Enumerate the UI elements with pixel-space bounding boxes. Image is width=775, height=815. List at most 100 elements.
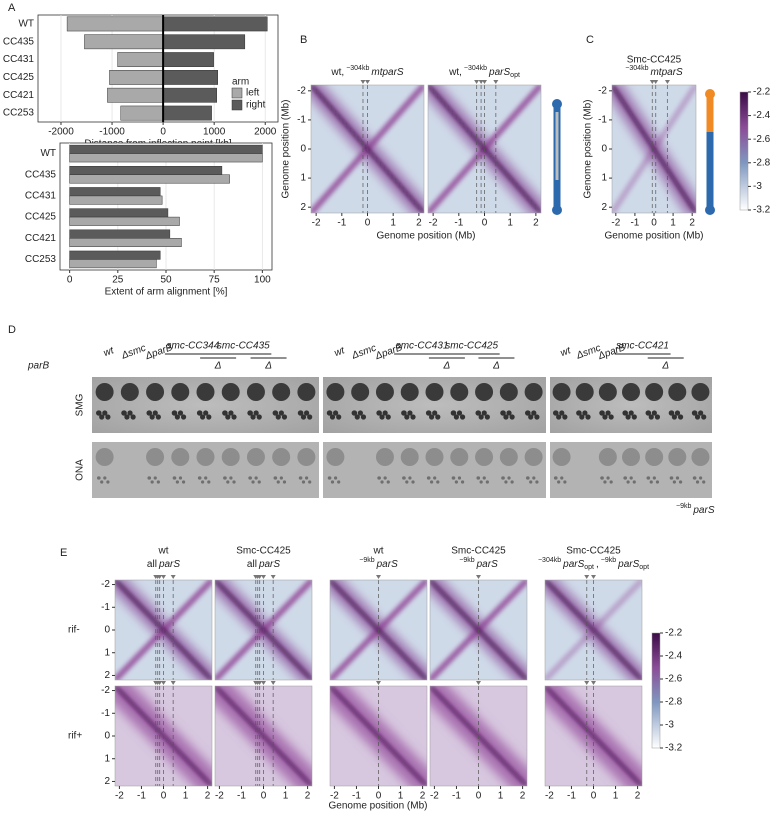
y-tick-label: CC425 — [3, 72, 35, 83]
heatmap-frame — [429, 579, 528, 681]
bar — [120, 105, 164, 121]
colony — [150, 480, 154, 484]
colony — [282, 480, 287, 484]
parB-label: parB — [27, 361, 49, 372]
site-marker — [170, 575, 176, 579]
x-tick-label: 1 — [498, 791, 504, 802]
colony — [510, 480, 514, 484]
spot — [691, 448, 710, 466]
legend-swatch — [231, 99, 243, 111]
site-marker — [649, 80, 655, 84]
y-tick-label: 1 — [104, 647, 110, 658]
strain-label: smc-CC431 — [396, 341, 449, 352]
colony — [383, 476, 387, 480]
colony — [106, 480, 110, 484]
colony — [405, 480, 409, 484]
colony — [149, 414, 155, 420]
bar — [69, 144, 263, 154]
colony — [127, 410, 133, 416]
text-part: parS — [562, 559, 584, 570]
colony — [675, 476, 680, 480]
bar — [69, 216, 180, 226]
colony — [99, 414, 105, 420]
spot — [425, 448, 444, 466]
x-tick-label: -1 — [137, 791, 146, 802]
colony — [559, 410, 565, 416]
site-marker — [261, 681, 266, 685]
colorbar-label: -2.6 — [665, 674, 683, 685]
colony — [201, 480, 205, 484]
colony — [532, 476, 536, 480]
column-title: Smc-CC425 — [566, 546, 621, 557]
map-title: wt, −304kb mtparS — [330, 65, 404, 77]
text-part: all — [147, 559, 157, 570]
colony — [426, 410, 432, 416]
colony — [103, 476, 107, 480]
colony — [585, 414, 591, 420]
text-part: parS — [476, 559, 498, 570]
colony — [500, 410, 506, 416]
colony — [175, 480, 179, 484]
panel-label: D — [8, 324, 16, 336]
colony — [336, 414, 342, 420]
colony — [328, 476, 332, 480]
spot — [475, 448, 494, 466]
bar — [69, 166, 223, 176]
colony — [408, 476, 412, 480]
spot — [272, 383, 291, 401]
colony — [435, 414, 441, 420]
y-tick-label: -2 — [598, 85, 607, 96]
colony — [96, 410, 102, 416]
delta-label: Δ — [443, 361, 451, 372]
colony — [509, 414, 515, 420]
y-tick-label: 0 — [104, 731, 110, 742]
colony — [121, 410, 127, 416]
colony — [379, 414, 385, 420]
bar — [69, 153, 263, 163]
bar — [69, 259, 157, 269]
column-title: wt — [158, 546, 169, 557]
x-tick-label: -2 — [312, 218, 321, 229]
colony — [648, 414, 654, 420]
bar — [162, 34, 246, 50]
colony — [278, 410, 284, 416]
colony — [229, 476, 233, 480]
text-part: opt — [584, 564, 594, 571]
text-part: −9kb — [676, 503, 691, 510]
colony — [299, 476, 303, 480]
panel-label: A — [8, 2, 16, 14]
x-axis-label: Genome position (Mb) — [377, 231, 476, 242]
heatmap-frame — [329, 579, 428, 681]
colony — [337, 480, 341, 484]
colony — [529, 480, 533, 484]
colony — [631, 414, 637, 420]
bar — [69, 174, 230, 184]
colony — [553, 410, 559, 416]
colony — [177, 410, 184, 416]
colony — [204, 476, 208, 480]
spot — [326, 383, 345, 401]
site-marker — [365, 80, 370, 84]
colony — [207, 480, 211, 484]
bar — [69, 208, 169, 218]
colorbar-label: -2.8 — [753, 157, 771, 168]
colony — [155, 414, 161, 420]
colony — [649, 480, 653, 484]
colony — [599, 410, 605, 416]
y-tick-label: 2 — [104, 670, 110, 681]
text-part: −9kb — [459, 557, 474, 564]
spot — [400, 383, 419, 401]
spot — [146, 383, 165, 401]
x-tick-label: 0 — [376, 791, 382, 802]
colony — [476, 476, 481, 480]
site-marker — [376, 575, 381, 579]
colony — [253, 410, 259, 416]
text-part: −304kb — [625, 65, 648, 72]
colony — [628, 410, 634, 416]
colony — [377, 476, 381, 480]
colony — [250, 414, 256, 420]
x-tick-label: 0 — [161, 791, 167, 802]
column-title: Smc-CC425 — [236, 546, 291, 557]
colony — [671, 414, 677, 420]
chromosome-end — [552, 99, 562, 109]
